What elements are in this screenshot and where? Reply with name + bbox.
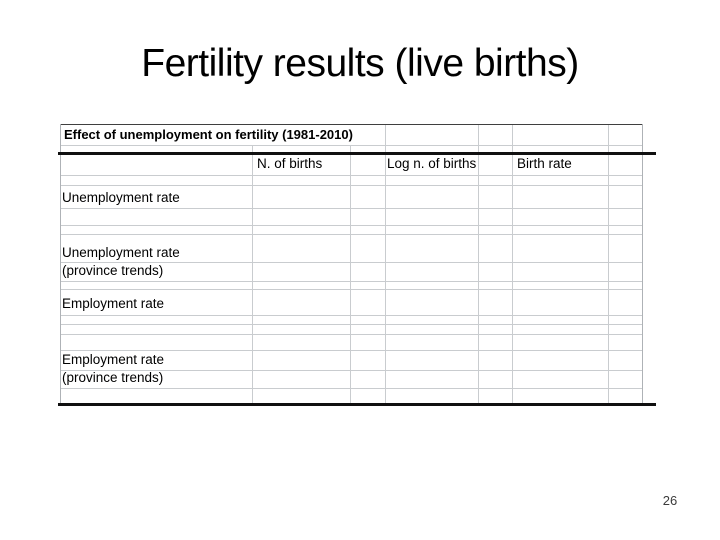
column-header-n-of-births: N. of births <box>257 156 323 171</box>
table-left-border <box>60 124 61 403</box>
column-header-log-n-of-births: Log n. of births <box>387 156 477 171</box>
table-title: Effect of unemployment on fertility (198… <box>64 127 353 142</box>
table-grid-line <box>60 324 642 325</box>
column-header-birth-rate: Birth rate <box>517 156 572 171</box>
row-label-unemployment-rate: Unemployment rate <box>62 190 180 205</box>
table-heavy-rule-top <box>58 152 656 155</box>
table-grid-line <box>60 388 642 389</box>
table-grid-line <box>60 370 642 371</box>
slide-title: Fertility results (live births) <box>141 42 579 85</box>
table-grid-line <box>60 208 642 209</box>
page-number: 26 <box>662 493 678 508</box>
table-grid-line <box>478 124 479 403</box>
table-right-border <box>642 124 643 403</box>
results-table: Effect of unemployment on fertility (198… <box>58 124 656 406</box>
row-label-unemployment-rate-trends-line2: (province trends) <box>62 263 164 278</box>
table-top-border <box>60 124 642 125</box>
table-grid-line <box>60 315 642 316</box>
table-grid-line <box>60 350 642 351</box>
table-grid-line <box>60 234 642 235</box>
row-label-employment-rate-trends-line1: Employment rate <box>62 352 165 367</box>
row-label-employment-rate-trends-line2: (province trends) <box>62 370 164 385</box>
table-grid-line <box>608 124 609 403</box>
table-grid-line <box>60 289 642 290</box>
table-grid-line <box>60 145 642 146</box>
table-grid-line <box>60 225 642 226</box>
table-grid-line <box>60 262 642 263</box>
table-grid-line <box>385 124 386 403</box>
table-grid-line <box>60 175 642 176</box>
table-grid-line <box>60 334 642 335</box>
table-grid-line <box>60 281 642 282</box>
table-grid-line <box>252 145 253 403</box>
table-heavy-rule-bottom <box>58 403 656 406</box>
table-grid-line <box>60 185 642 186</box>
row-label-employment-rate: Employment rate <box>62 296 165 311</box>
row-label-unemployment-rate-trends-line1: Unemployment rate <box>62 245 180 260</box>
table-grid-line <box>512 124 513 403</box>
table-grid-line <box>350 145 351 403</box>
